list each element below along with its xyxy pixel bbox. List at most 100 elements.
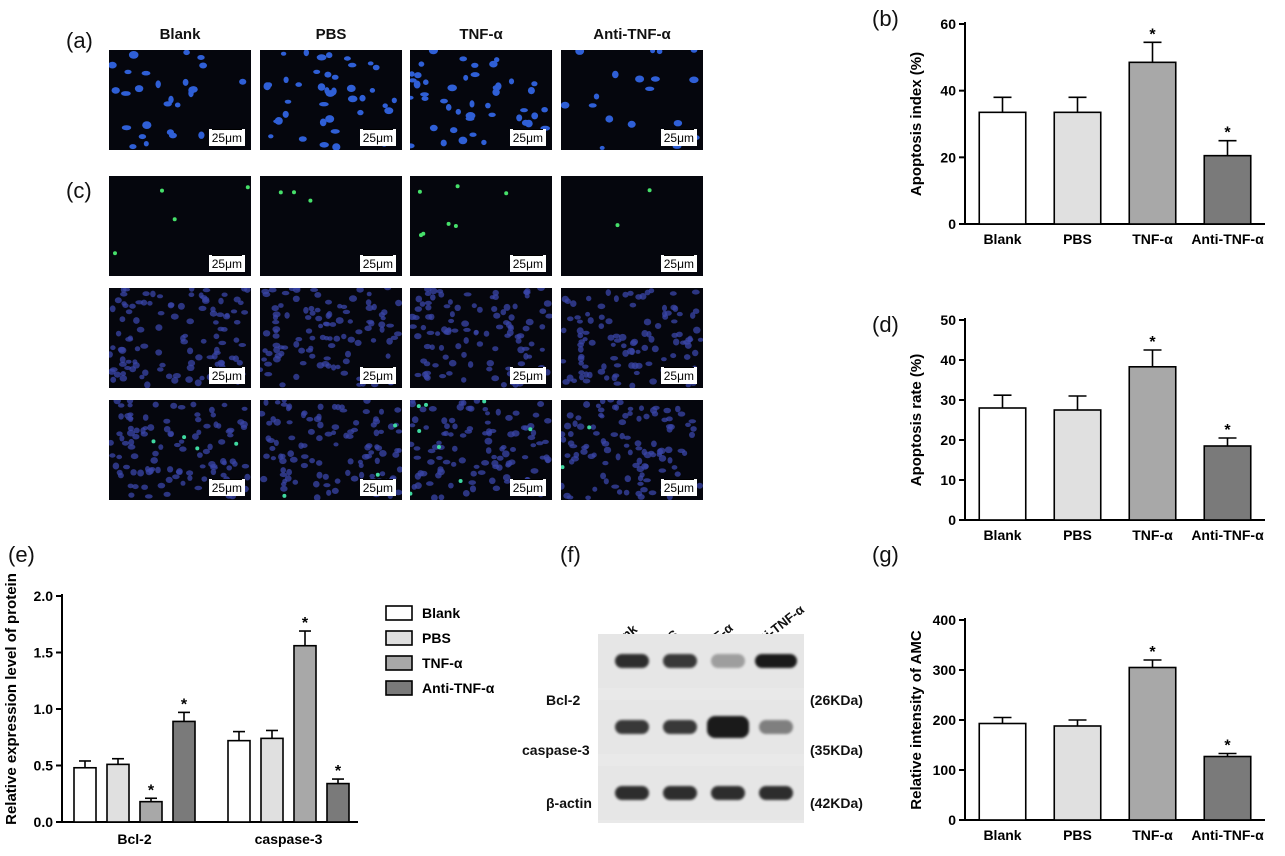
blot-band [711,654,745,668]
blot-band [615,786,649,800]
scale-bar-label: 25μm [512,481,543,495]
bar-2 [1128,666,1177,821]
y-tick-label: 0 [948,512,956,528]
scale-bar-label: 25μm [211,481,242,495]
scale-bar-label: 25μm [663,369,694,383]
legend-label: Blank [422,605,460,621]
panel-label-a: (a) [66,28,93,53]
y-tick-label: 400 [933,612,957,628]
bar-0 [978,722,1027,821]
x-tick-label: Anti-TNF-α [1191,231,1264,247]
scale-bar-label: 25μm [211,257,242,271]
x-tick-label: TNF-α [1132,827,1173,843]
blot-band [711,786,745,800]
x-tick-label: Blank [983,527,1021,543]
scale-bar-label: 25μm [362,369,393,383]
scale-bar-label: 25μm [512,257,543,271]
x-tick-label: Blank [983,827,1021,843]
y-tick-label: 40 [940,83,956,99]
blot-protein-label: caspase-3 [522,742,590,758]
x-tick-label: Anti-TNF-α [1191,527,1264,543]
scale-bar: 25μm [509,128,546,146]
x-tick-label: caspase-3 [255,831,323,847]
bar-0 [978,111,1027,225]
scale-bar: 25μm [660,128,697,146]
significance-mark: * [1224,738,1231,755]
bar-blank [227,739,251,823]
micrograph-hoechst-blank: 25μm [109,50,251,150]
bar-tnf- [139,800,163,823]
bar-1 [1053,409,1102,521]
panel-label-g: (g) [872,542,899,567]
scale-bar-label: 25μm [362,481,393,495]
y-tick-label: 200 [933,712,957,728]
scale-bar-label: 25μm [663,131,694,145]
legend-swatch [385,680,413,696]
panel-label-b: (b) [872,6,899,31]
column-header-tnf: TNF-α [459,26,503,43]
scale-bar-label: 25μm [362,131,393,145]
scale-bar: 25μm [208,478,245,496]
significance-mark: * [1149,644,1156,661]
blot-band [615,720,649,734]
blot-kda-label: (42KDa) [810,795,863,811]
x-tick-label: Blank [983,231,1021,247]
scale-bar-label: 25μm [663,481,694,495]
bar-0 [978,407,1027,521]
scale-bar-label: 25μm [211,369,242,383]
micrograph-tunel-green-blank: 25μm [109,176,251,276]
scale-bar: 25μm [208,254,245,272]
y-tick-label: 1.0 [34,701,54,717]
y-tick-label: 10 [940,472,956,488]
blot-band [707,716,749,738]
blot-row-3 [598,766,804,820]
y-tick-label: 60 [940,16,956,32]
bar-pbs [260,737,284,823]
scale-bar: 25μm [359,254,396,272]
blot-band [663,654,697,668]
bar-1 [1053,111,1102,225]
scale-bar: 25μm [509,478,546,496]
significance-mark: * [302,615,309,632]
bar-anti-tnf- [172,720,196,823]
column-header-anti-tnf: Anti-TNF-α [593,26,671,43]
micrograph-hoechst-pbs: 25μm [260,50,402,150]
western-blot [598,634,804,823]
y-tick-label: 0 [948,812,956,828]
scale-bar-label: 25μm [663,257,694,271]
bar-anti-tnf- [326,782,350,823]
scale-bar: 25μm [509,254,546,272]
scale-bar-label: 25μm [362,257,393,271]
bar-blank [73,766,97,823]
x-tick-label: TNF-α [1132,527,1173,543]
y-tick-label: 100 [933,762,957,778]
blot-band [759,720,793,734]
blot-protein-label: Bcl-2 [546,692,581,708]
column-header-pbs: PBS [315,26,347,43]
blot-band [759,786,793,800]
micrograph-dapi-tnf-: 25μm [410,288,552,388]
blot-band [615,654,649,668]
bar-1 [1053,725,1102,821]
y-tick-label: 0.0 [34,814,54,830]
panel-label-f: (f) [560,542,581,567]
legend-swatch [385,630,413,646]
micrograph-hoechst-tnf-: 25μm [410,50,552,150]
scale-bar-label: 25μm [211,131,242,145]
micrograph-merge-pbs: 25μm [260,400,402,500]
scale-bar: 25μm [359,128,396,146]
micrograph-merge-anti-tnf-: 25μm [561,400,703,500]
column-header-blank: Blank [159,26,201,43]
y-axis-label: Relative expression level of protein [3,573,20,825]
y-axis-label: Relative intensity of AMC [908,630,925,810]
y-tick-label: 50 [940,312,956,328]
micrograph-merge-blank: 25μm [109,400,251,500]
significance-mark: * [335,763,342,780]
scale-bar: 25μm [208,128,245,146]
scale-bar-label: 25μm [512,131,543,145]
blot-band [755,654,797,668]
blot-band [663,786,697,800]
panel-label-e: (e) [8,542,35,567]
significance-mark: * [1149,334,1156,351]
scale-bar-label: 25μm [512,369,543,383]
